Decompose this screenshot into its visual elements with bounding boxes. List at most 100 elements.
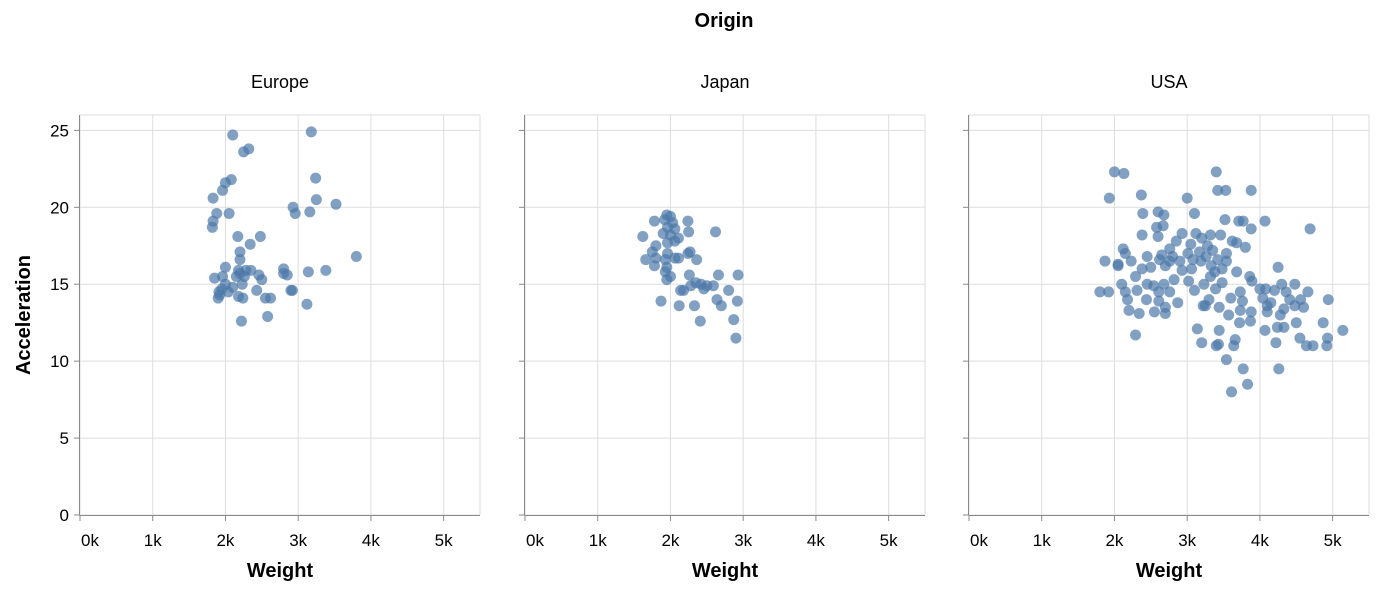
data-point xyxy=(230,271,242,283)
data-point xyxy=(1225,292,1237,304)
data-point xyxy=(1108,166,1120,178)
data-point xyxy=(1136,263,1148,275)
data-point xyxy=(219,261,231,273)
data-point xyxy=(1219,214,1231,226)
data-point xyxy=(1259,324,1271,336)
data-point xyxy=(1322,332,1334,344)
data-point xyxy=(350,251,362,263)
x-tick-label: 3k xyxy=(734,531,752,550)
data-point xyxy=(1223,309,1235,321)
data-point xyxy=(222,286,234,298)
data-point xyxy=(683,269,695,281)
data-point xyxy=(244,238,256,250)
y-tick-label: 5 xyxy=(60,429,69,448)
data-point xyxy=(1099,255,1111,267)
data-point xyxy=(730,332,742,344)
data-point xyxy=(1289,300,1301,312)
data-point xyxy=(694,315,706,327)
data-point xyxy=(304,206,316,218)
data-point xyxy=(310,172,322,184)
data-point xyxy=(1159,260,1171,272)
x-tick-label: 2k xyxy=(661,531,679,550)
data-point xyxy=(672,252,684,264)
data-point xyxy=(1270,337,1282,349)
x-tick-label: 5k xyxy=(1324,531,1342,550)
data-point xyxy=(683,226,695,238)
data-point xyxy=(1268,284,1280,296)
data-point xyxy=(1125,255,1137,267)
data-point xyxy=(1337,324,1349,336)
data-point xyxy=(1220,354,1232,366)
data-point xyxy=(1188,284,1200,296)
data-point xyxy=(669,235,681,247)
data-point xyxy=(1317,317,1329,329)
facet-title-usa: USA xyxy=(1150,72,1187,92)
data-point xyxy=(1123,304,1135,316)
data-point xyxy=(1131,284,1143,296)
data-point xyxy=(1130,329,1142,341)
data-point xyxy=(237,292,249,304)
data-point xyxy=(1181,192,1193,204)
data-point xyxy=(1245,223,1257,235)
data-point xyxy=(1135,189,1147,201)
data-point xyxy=(1122,294,1134,306)
data-point xyxy=(1112,260,1124,272)
data-point xyxy=(254,231,266,243)
data-point xyxy=(1231,237,1243,249)
data-point xyxy=(1239,241,1251,253)
x-tick-label: 2k xyxy=(1105,531,1123,550)
data-point xyxy=(1234,286,1246,298)
data-point xyxy=(637,231,649,243)
data-point xyxy=(1148,306,1160,318)
x-tick-label: 0k xyxy=(526,531,544,550)
data-point xyxy=(1212,184,1224,196)
data-point xyxy=(1234,317,1246,329)
data-point xyxy=(1118,167,1130,179)
x-tick-label: 4k xyxy=(362,531,380,550)
data-point xyxy=(1236,295,1248,307)
data-point xyxy=(227,129,239,141)
x-axis-title-usa: Weight xyxy=(1136,560,1203,582)
chart-title: Origin xyxy=(695,10,754,32)
y-tick-label: 10 xyxy=(50,352,69,371)
data-point xyxy=(673,300,685,312)
data-point xyxy=(1164,286,1176,298)
data-point xyxy=(302,266,314,278)
data-point xyxy=(698,283,710,295)
data-point xyxy=(707,280,719,292)
data-point xyxy=(648,260,660,272)
data-point xyxy=(1228,340,1240,352)
data-point xyxy=(1210,166,1222,178)
data-point xyxy=(1172,297,1184,309)
x-tick-label: 3k xyxy=(1178,531,1196,550)
data-point xyxy=(712,269,724,281)
x-tick-label: 3k xyxy=(289,531,307,550)
data-point xyxy=(1196,232,1208,244)
x-tick-label: 5k xyxy=(880,531,898,550)
data-point xyxy=(655,295,667,307)
data-point xyxy=(1220,247,1232,259)
data-point xyxy=(236,278,248,290)
data-point xyxy=(1215,229,1227,241)
data-point xyxy=(1137,207,1149,219)
data-point xyxy=(1245,184,1257,196)
data-point xyxy=(688,300,700,312)
x-tick-label: 0k xyxy=(970,531,988,550)
data-point xyxy=(715,300,727,312)
data-point xyxy=(1226,386,1238,398)
data-point xyxy=(682,247,694,259)
data-point xyxy=(1183,275,1195,287)
data-point xyxy=(310,194,322,206)
data-point xyxy=(1234,304,1246,316)
data-point xyxy=(1212,338,1224,350)
data-point xyxy=(1153,286,1165,298)
data-point xyxy=(1188,207,1200,219)
data-point xyxy=(1294,332,1306,344)
facet-europe: Europe 0k 1k 2k 3k 4k 5k Weight 0 5 10 15 20 25 xyxy=(50,72,481,582)
x-tick-label: 2k xyxy=(216,531,234,550)
data-point xyxy=(234,246,246,258)
data-point xyxy=(731,295,743,307)
data-point xyxy=(1302,286,1314,298)
data-point xyxy=(243,143,255,155)
data-point xyxy=(1136,229,1148,241)
